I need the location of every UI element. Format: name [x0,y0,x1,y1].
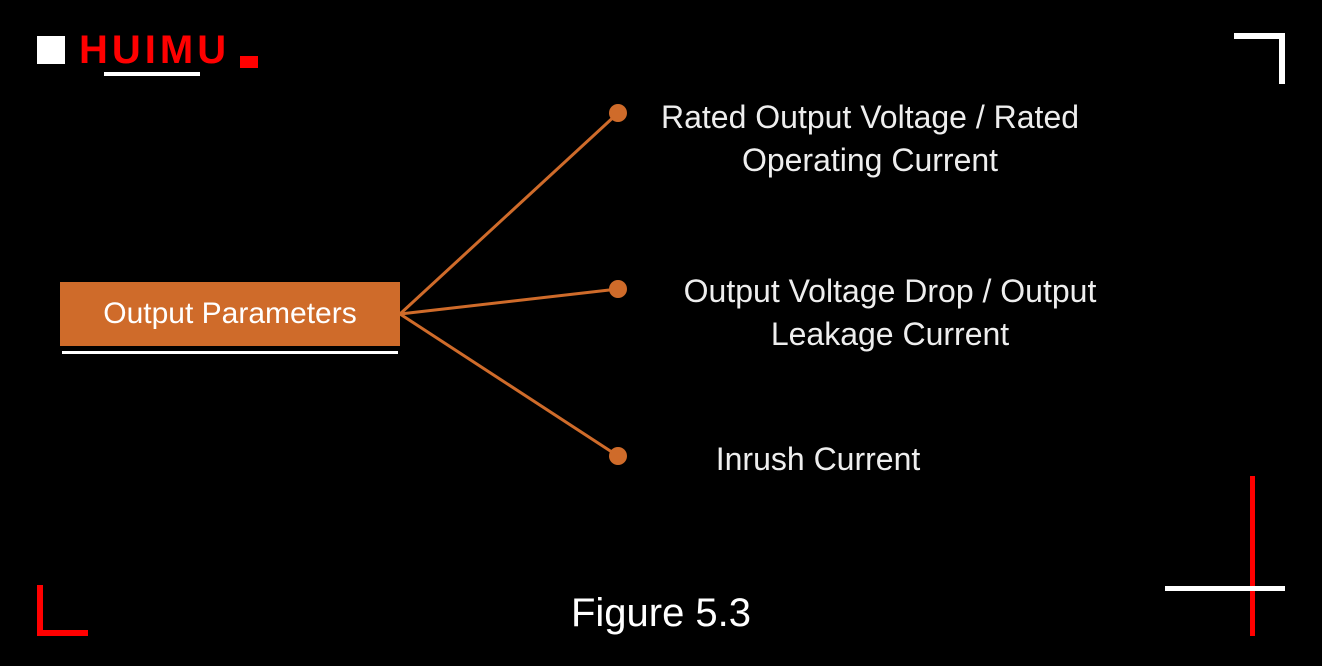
brand-text: HUIMU [79,30,230,70]
branch-label: Rated Output Voltage / Rated Operating C… [630,96,1110,182]
figure-caption: Figure 5.3 [0,591,1322,636]
connector-line [400,113,618,314]
root-node-label: Output Parameters [103,297,356,331]
connector-dot-icon [609,280,627,298]
branch-label: Output Voltage Drop / Output Leakage Cur… [650,270,1130,356]
connector-dot-icon [609,104,627,122]
logo-dot-icon [240,56,258,68]
branch-label: Inrush Current [668,438,968,481]
brand-logo: HUIMU [37,30,258,70]
root-node: Output Parameters [60,282,400,346]
root-underline [62,351,398,354]
connector-line [400,289,618,314]
connector-dot-icon [609,447,627,465]
diagram-stage: HUIMU Output Parameters Rated Output Vol… [0,0,1322,666]
connector-line [400,314,618,456]
corner-top-right-icon [1234,33,1285,84]
logo-square-icon [37,36,65,64]
